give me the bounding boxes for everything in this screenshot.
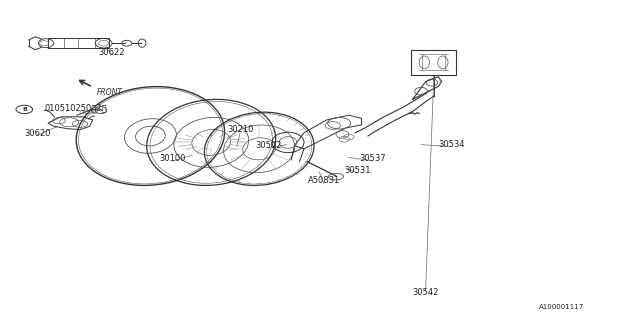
Text: B: B (22, 107, 27, 112)
Text: 30100: 30100 (159, 154, 186, 163)
Text: 30210: 30210 (227, 125, 253, 134)
Text: 30502: 30502 (255, 141, 282, 150)
Text: A100001117: A100001117 (540, 304, 584, 309)
Text: 30622: 30622 (99, 48, 125, 57)
FancyBboxPatch shape (48, 38, 109, 48)
Text: A50831: A50831 (308, 176, 340, 185)
Text: FRONT: FRONT (97, 88, 124, 97)
Text: 30534: 30534 (438, 140, 465, 149)
Circle shape (16, 105, 33, 114)
Text: 30620: 30620 (24, 129, 51, 138)
Text: 010510250（2）: 010510250（2） (44, 104, 107, 113)
Text: 30542: 30542 (412, 288, 439, 297)
Text: 30537: 30537 (359, 154, 386, 163)
FancyBboxPatch shape (411, 50, 456, 75)
Text: 30531: 30531 (344, 166, 371, 175)
